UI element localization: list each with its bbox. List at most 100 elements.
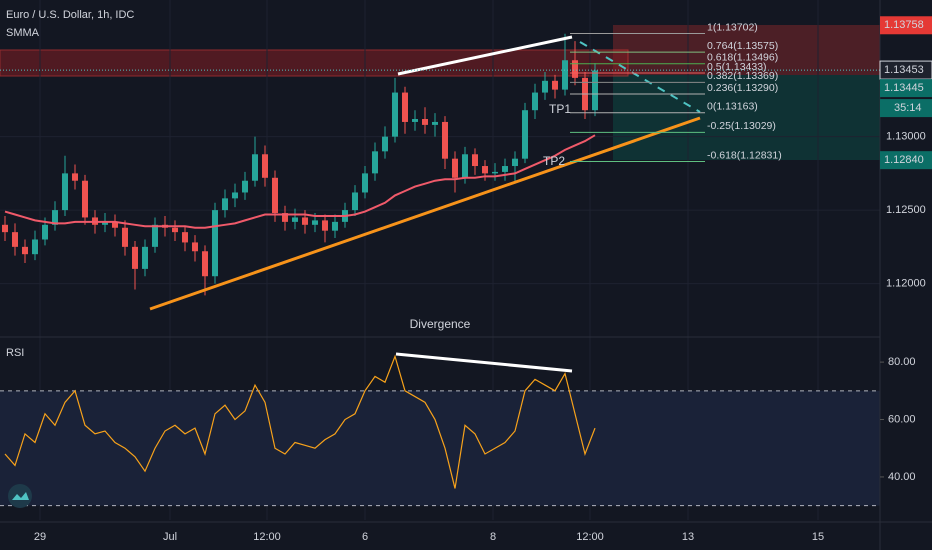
annotation: Divergence (410, 317, 471, 331)
candle-body (12, 232, 18, 247)
reward-box (613, 75, 880, 160)
candle-body (142, 246, 148, 269)
rsi-divergence-line (395, 352, 573, 373)
candle-body (132, 246, 138, 269)
candle-body (392, 92, 398, 137)
candle-body (2, 224, 8, 233)
candle-body (82, 180, 88, 218)
candle-body (332, 221, 338, 231)
candle-body (502, 166, 508, 172)
chart-title: Euro / U.S. Dollar, 1h, IDC (6, 9, 134, 21)
candle-body (372, 151, 378, 174)
fib-label: 0.618(1.13496) (707, 52, 778, 64)
candle-body (442, 121, 448, 159)
price-badge-label: 1.13758 (884, 19, 924, 31)
candle-body (102, 221, 108, 225)
countdown-badge (880, 99, 932, 118)
candle-body (32, 239, 38, 255)
fib-label: 0.236(1.13290) (707, 82, 778, 94)
candle-body (312, 220, 318, 225)
candle-body (492, 171, 498, 174)
y-tick-label: 80.00 (888, 356, 916, 368)
candle-body (242, 180, 248, 193)
fib-label: -0.25(1.13029) (707, 120, 776, 132)
candle-body (462, 154, 468, 178)
candle-body (522, 110, 528, 159)
y-tick-label: 1.12500 (886, 204, 926, 216)
price-badge-label: 1.12840 (884, 154, 924, 166)
fib-label: 0.5(1.13433) (707, 61, 767, 73)
fib-label: -0.618(1.12831) (707, 149, 782, 161)
candle-body (542, 80, 548, 93)
x-tick-label: 29 (34, 531, 46, 543)
candle-body (472, 154, 478, 167)
candle-body (112, 221, 118, 228)
candle-body (232, 192, 238, 199)
price-badge-label: 1.13445 (884, 82, 924, 94)
candle-body (352, 192, 358, 211)
candle-body (262, 154, 268, 178)
logo-icon (12, 492, 29, 500)
annotation: TP1 (549, 102, 571, 116)
candle-body (202, 251, 208, 277)
x-tick-label: 12:00 (576, 531, 604, 543)
candle-body (552, 80, 558, 90)
candle-body (292, 217, 298, 222)
candle-body (452, 158, 458, 178)
candle-body (532, 92, 538, 111)
candle-body (152, 224, 158, 247)
candle-body (282, 213, 288, 222)
y-tick-label: 1.13000 (886, 131, 926, 143)
candle-body (122, 227, 128, 247)
candle-body (52, 210, 58, 225)
price-badge (880, 151, 932, 170)
candle-body (592, 70, 598, 111)
candle-body (22, 246, 28, 255)
x-tick-label: 13 (682, 531, 694, 543)
x-tick-label: 12:00 (253, 531, 281, 543)
candle-body (272, 177, 278, 214)
candle-body (42, 224, 48, 240)
logo[interactable] (8, 484, 32, 508)
price-badge (880, 79, 932, 98)
candle-body (172, 227, 178, 233)
fib-label: 0.764(1.13575) (707, 40, 778, 52)
price-badge-label: 1.13453 (884, 64, 924, 76)
x-tick-label: 6 (362, 531, 368, 543)
price-badge (880, 16, 932, 35)
trendline (149, 116, 701, 311)
rsi-band (0, 390, 880, 506)
candle-body (512, 158, 518, 167)
candle-body (382, 136, 388, 152)
indicator-label: SMMA (6, 27, 40, 39)
candle-body (302, 217, 308, 225)
candle-body (212, 210, 218, 277)
annotation: TP2 (543, 154, 565, 168)
candle-body (482, 166, 488, 174)
candle-body (72, 173, 78, 181)
candle-body (402, 92, 408, 122)
y-tick-label: 1.12000 (886, 277, 926, 289)
resistance-zone (0, 49, 629, 77)
candle-body (252, 154, 258, 181)
candle-body (422, 119, 428, 125)
candle-body (572, 60, 578, 78)
candle-body (222, 198, 228, 211)
candle-body (182, 232, 188, 243)
fib-label: 0.382(1.13369) (707, 70, 778, 82)
rsi-line (4, 354, 596, 489)
fib-label: 0(1.13163) (707, 100, 758, 112)
smma-line (4, 134, 596, 229)
candle-body (322, 220, 328, 231)
candle-body (62, 173, 68, 211)
countdown-label: 35:14 (894, 102, 922, 114)
candle-body (362, 173, 368, 193)
rsi-title: RSI (6, 347, 24, 359)
y-tick-label: 40.00 (888, 471, 916, 483)
x-tick-label: Jul (163, 531, 177, 543)
x-tick-label: 15 (812, 531, 824, 543)
x-tick-label: 8 (490, 531, 496, 543)
candle-body (432, 121, 438, 125)
y-tick-label: 60.00 (888, 413, 916, 425)
